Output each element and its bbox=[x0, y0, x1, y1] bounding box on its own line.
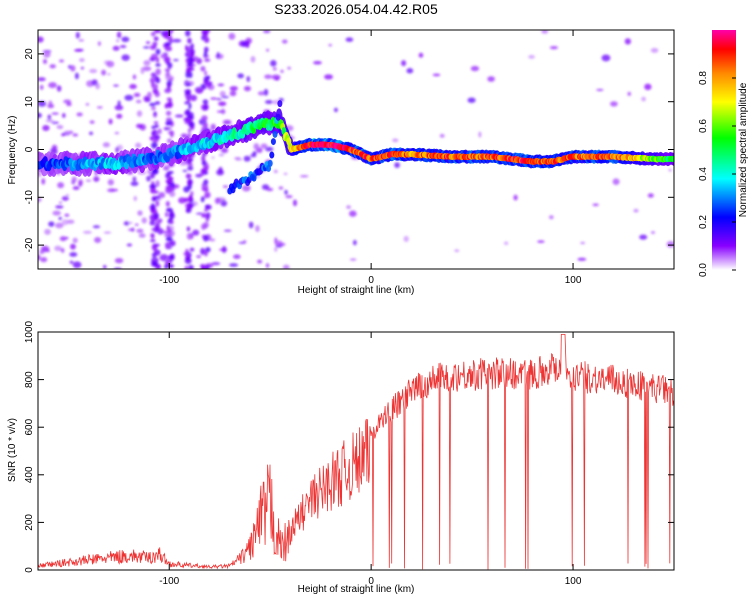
snr-frame bbox=[37, 331, 675, 571]
snr-series-line bbox=[38, 333, 674, 570]
x-tick-label: 100 bbox=[565, 576, 582, 587]
colorbar-ticks: 0.0 0.2 0.4 0.6 0.8 bbox=[698, 71, 736, 277]
spectrogram-ridge bbox=[38, 100, 674, 195]
spectrogram-x-axis-label: Height of straight line (km) bbox=[298, 285, 415, 296]
y-tick-label: -20 bbox=[24, 237, 35, 252]
y-tick-label: 20 bbox=[24, 48, 35, 60]
y-tick-label: 10 bbox=[24, 96, 35, 108]
spectrogram-noise bbox=[38, 30, 674, 269]
colorbar-tick-label: 0.2 bbox=[698, 215, 709, 229]
colorbar-label: Normalized spectral amplitude bbox=[738, 82, 749, 217]
snr-y-axis-label: SNR (10 * v/v) bbox=[7, 418, 18, 482]
spectrogram-heatmap bbox=[38, 30, 674, 269]
x-tick-label: -100 bbox=[159, 576, 179, 587]
y-tick-label: -10 bbox=[24, 190, 35, 205]
colorbar-tick-label: 0.0 bbox=[698, 263, 709, 277]
y-tick-label: 400 bbox=[24, 466, 35, 483]
snr-plot bbox=[38, 333, 674, 570]
snr-x-axis-label: Height of straight line (km) bbox=[298, 584, 415, 595]
x-tick-label: 0 bbox=[368, 576, 374, 587]
colorbar-tick-label: 0.4 bbox=[698, 167, 709, 181]
chart-title: S233.2026.054.04.42.R05 bbox=[274, 1, 438, 17]
y-tick-label: 1000 bbox=[24, 320, 35, 343]
x-tick-label: 0 bbox=[368, 275, 374, 286]
colorbar-tick-label: 0.8 bbox=[698, 71, 709, 85]
x-tick-label: -100 bbox=[159, 275, 179, 286]
spectrogram-y-axis-label: Frequency (Hz) bbox=[7, 116, 18, 185]
x-tick-label: 100 bbox=[565, 275, 582, 286]
y-tick-label: 200 bbox=[24, 514, 35, 531]
colorbar-tick-label: 0.6 bbox=[698, 119, 709, 133]
y-tick-label: 800 bbox=[24, 371, 35, 388]
y-tick-label: 0 bbox=[24, 146, 35, 152]
colorbar bbox=[712, 30, 736, 270]
y-tick-label: 600 bbox=[24, 418, 35, 435]
y-tick-label: 0 bbox=[24, 567, 35, 573]
